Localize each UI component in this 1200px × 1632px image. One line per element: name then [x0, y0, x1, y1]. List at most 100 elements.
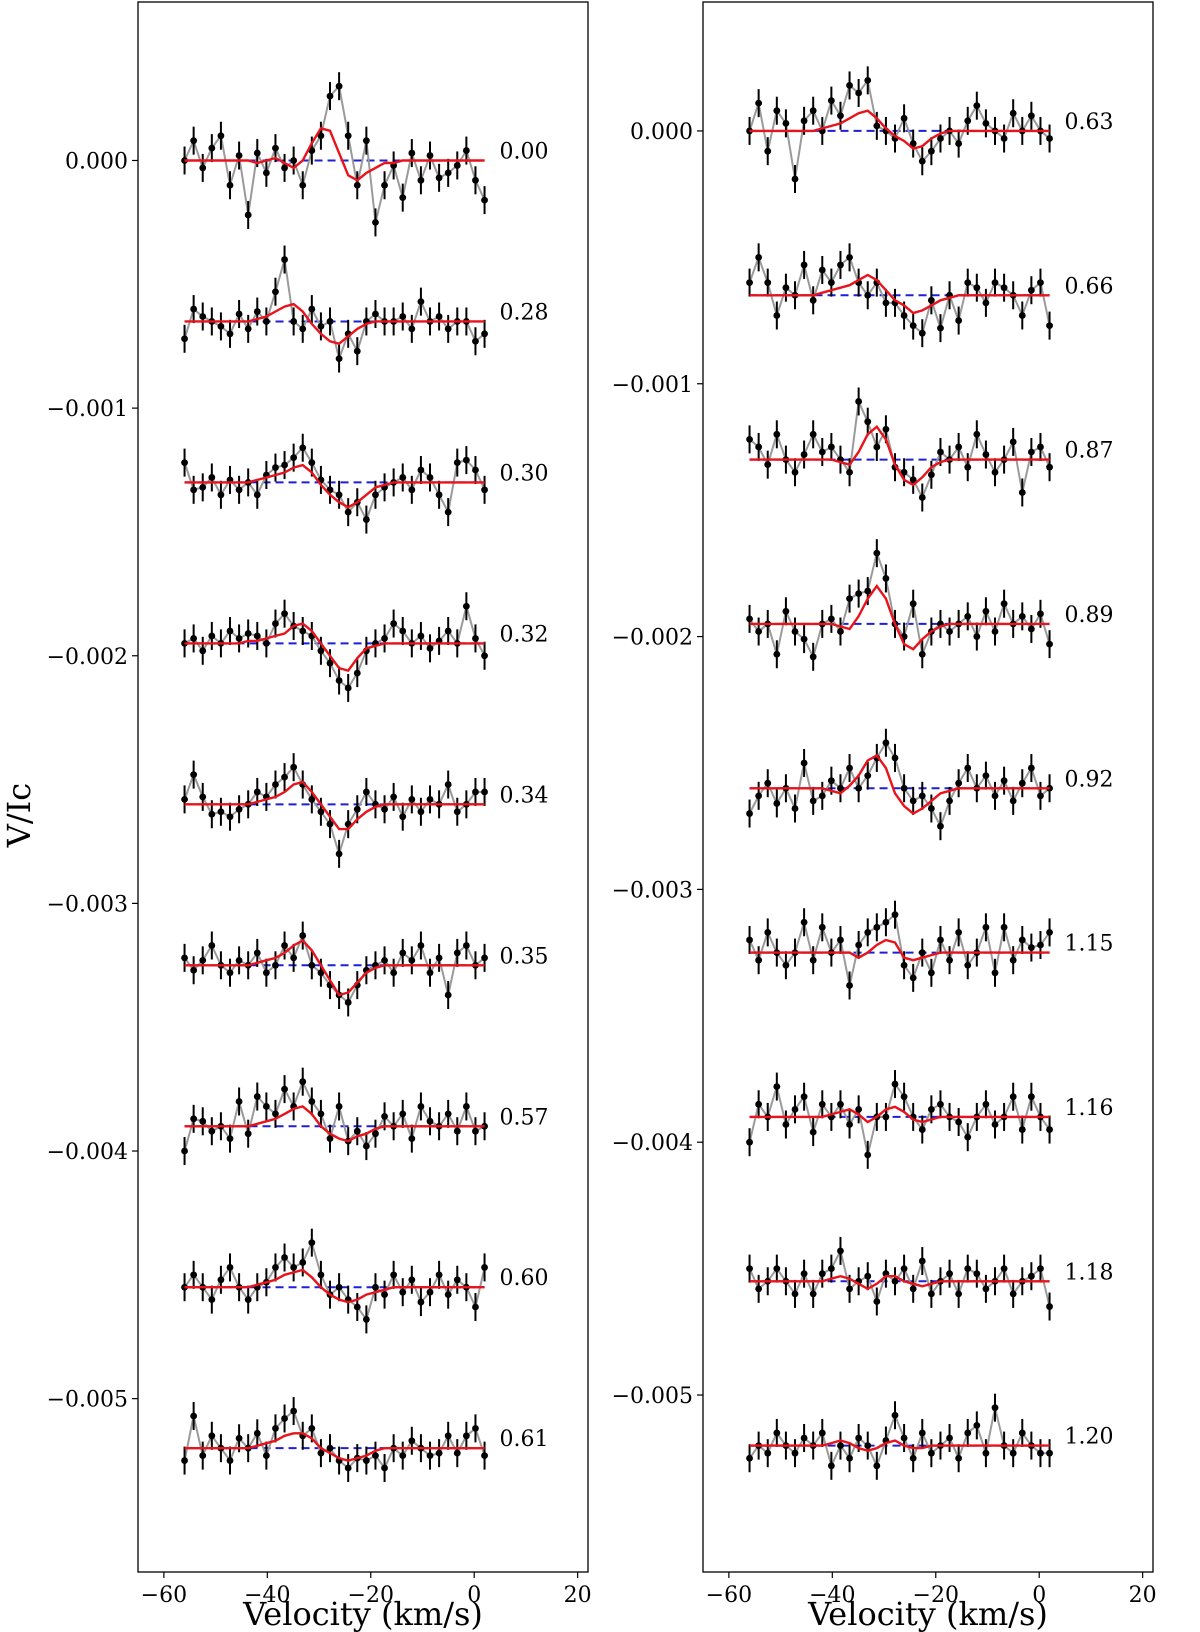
data-point — [755, 443, 763, 451]
data-point — [791, 468, 799, 476]
data-point — [472, 1424, 479, 1432]
data-point — [244, 1130, 252, 1138]
phase-label: 1.20 — [1065, 1425, 1114, 1450]
y-axis-title: V/Ic — [0, 783, 38, 848]
data-point — [190, 771, 198, 779]
data-point — [918, 1126, 926, 1133]
data-point — [1018, 936, 1026, 944]
data-point — [791, 1290, 799, 1298]
y-tick-label: −0.003 — [612, 878, 693, 903]
data-point — [181, 954, 188, 962]
data-point — [846, 253, 853, 261]
data-point — [900, 114, 908, 122]
y-tick-label: −0.002 — [47, 645, 128, 670]
data-point — [253, 149, 261, 157]
data-point — [1037, 941, 1044, 949]
data-point — [235, 805, 243, 813]
phase-label: 0.34 — [500, 783, 549, 808]
data-point — [837, 628, 844, 635]
data-point — [846, 1285, 853, 1293]
data-point — [435, 954, 443, 962]
data-point — [818, 266, 826, 274]
data-point — [955, 1290, 963, 1298]
data-point — [891, 754, 899, 762]
data-point — [827, 615, 835, 623]
data-point — [937, 822, 944, 830]
data-point — [1009, 956, 1017, 964]
stokes-v-profile: 0.89 — [746, 539, 1114, 671]
model-line — [184, 126, 485, 182]
data-point — [755, 253, 763, 261]
data-point — [381, 805, 388, 813]
phase-label: 0.61 — [500, 1427, 549, 1452]
data-point — [290, 454, 298, 462]
data-point — [855, 1434, 863, 1442]
data-point — [344, 684, 352, 692]
data-point — [800, 1434, 808, 1442]
data-point — [809, 956, 817, 964]
stokes-v-profile: 1.18 — [746, 1236, 1114, 1321]
data-point — [855, 1105, 863, 1113]
data-point — [782, 119, 790, 127]
data-point — [226, 813, 234, 821]
data-point — [199, 956, 207, 964]
y-tick-label: 0.000 — [65, 149, 128, 174]
data-point — [809, 1290, 817, 1298]
data-point — [217, 132, 225, 140]
data-point — [1018, 1429, 1026, 1437]
data-point — [281, 461, 288, 469]
data-point — [199, 647, 207, 655]
data-point — [417, 1298, 425, 1306]
data-point — [472, 337, 479, 345]
observed-line — [748, 77, 1051, 180]
data-point — [472, 176, 479, 184]
phase-label: 0.28 — [500, 300, 549, 325]
data-point — [946, 1270, 953, 1278]
data-point — [827, 97, 835, 104]
data-point — [372, 1452, 379, 1460]
data-point — [837, 112, 844, 120]
data-point — [462, 1103, 470, 1110]
data-point — [837, 1442, 844, 1449]
data-point — [199, 1452, 207, 1460]
data-point — [190, 966, 198, 974]
data-point — [299, 325, 307, 333]
data-point — [955, 1454, 963, 1462]
model-line — [749, 109, 1050, 150]
data-point — [426, 1288, 434, 1296]
data-point — [362, 516, 370, 523]
data-point — [262, 1452, 270, 1460]
data-point — [882, 1113, 890, 1121]
data-point — [782, 284, 790, 292]
data-point — [927, 471, 935, 479]
data-point — [900, 1434, 908, 1442]
data-point — [891, 1411, 899, 1419]
data-point — [1027, 764, 1035, 772]
data-point — [290, 157, 298, 164]
data-point — [773, 107, 781, 115]
data-point — [290, 1407, 298, 1415]
stokes-v-profile: 0.60 — [181, 1228, 549, 1334]
data-point — [791, 628, 799, 635]
data-point — [973, 1421, 981, 1429]
data-point — [308, 1239, 316, 1247]
data-point — [390, 620, 398, 627]
data-point — [955, 317, 963, 324]
data-point — [462, 147, 470, 154]
model-line — [184, 780, 485, 831]
phase-label: 0.89 — [1065, 603, 1114, 628]
data-point — [809, 1128, 817, 1136]
data-point — [991, 468, 999, 476]
data-point — [435, 174, 443, 182]
data-point — [462, 1432, 470, 1440]
data-point — [873, 122, 881, 130]
data-point — [426, 152, 434, 159]
data-point — [846, 1454, 853, 1462]
data-point — [453, 1449, 461, 1457]
model-line — [184, 1268, 485, 1304]
data-point — [281, 610, 288, 618]
data-point — [481, 1264, 488, 1271]
data-point — [937, 324, 944, 332]
data-point — [1046, 1303, 1053, 1310]
data-point — [390, 969, 398, 977]
